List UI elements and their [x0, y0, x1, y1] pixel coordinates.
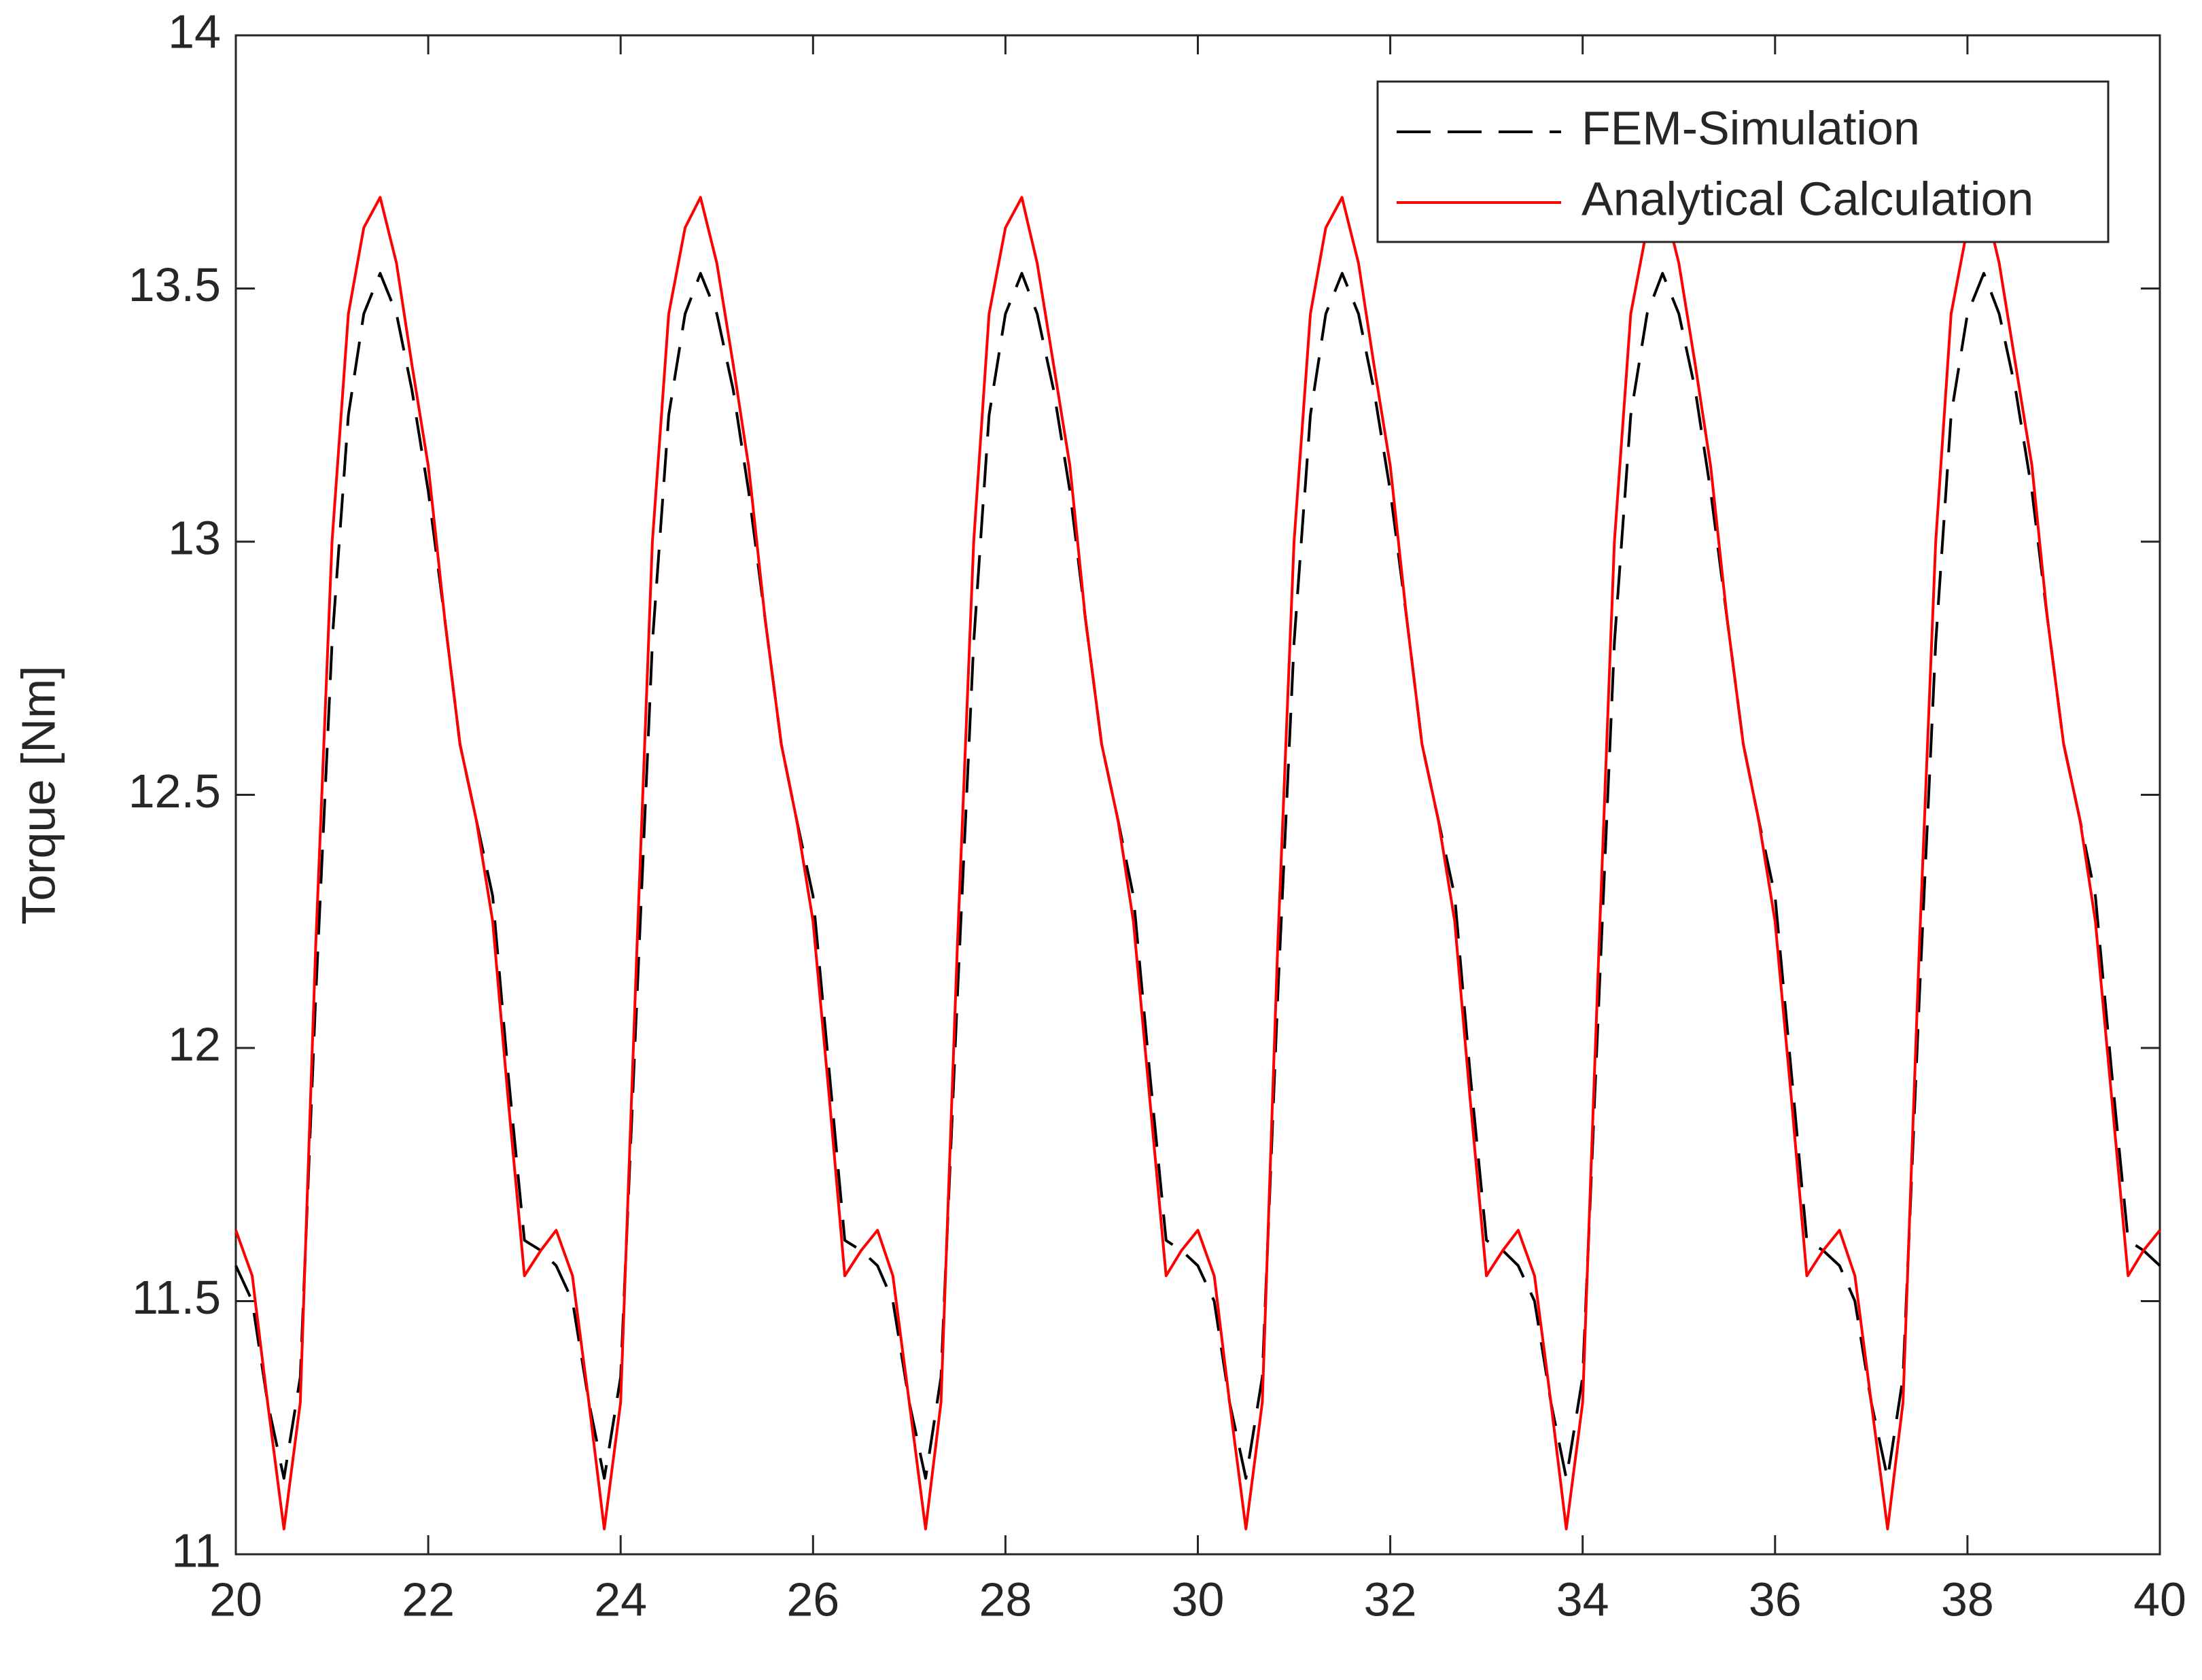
- x-tick-label: 38: [1941, 1573, 1994, 1626]
- x-tick-label: 36: [1749, 1573, 1802, 1626]
- y-tick-label: 11.5: [132, 1271, 221, 1324]
- y-tick-label: 13: [168, 511, 221, 564]
- y-tick-label: 12: [168, 1017, 221, 1070]
- x-tick-label: 24: [594, 1573, 647, 1626]
- y-tick-label: 14: [168, 5, 221, 58]
- x-tick-label: 30: [1172, 1573, 1225, 1626]
- y-tick-label: 13.5: [128, 258, 221, 311]
- legend-label: Analytical Calculation: [1581, 172, 2033, 225]
- x-tick-label: 28: [979, 1573, 1032, 1626]
- data-line: [234, 272, 2161, 1480]
- legend-label: FEM-Simulation: [1581, 101, 1920, 154]
- legend-box: [1376, 80, 2110, 243]
- y-axis-label: Torque [Nm]: [12, 665, 65, 924]
- x-tick-label: 40: [2133, 1573, 2186, 1626]
- data-line: [234, 196, 2161, 1530]
- y-tick-label: 12.5: [128, 765, 221, 818]
- y-tick-label: 11: [171, 1524, 221, 1577]
- x-tick-label: 34: [1556, 1573, 1609, 1626]
- plot-frame: [234, 34, 2161, 1556]
- x-tick-label: 22: [402, 1573, 455, 1626]
- x-tick-label: 32: [1364, 1573, 1417, 1626]
- x-tick-label: 20: [209, 1573, 262, 1626]
- x-tick-label: 26: [786, 1573, 839, 1626]
